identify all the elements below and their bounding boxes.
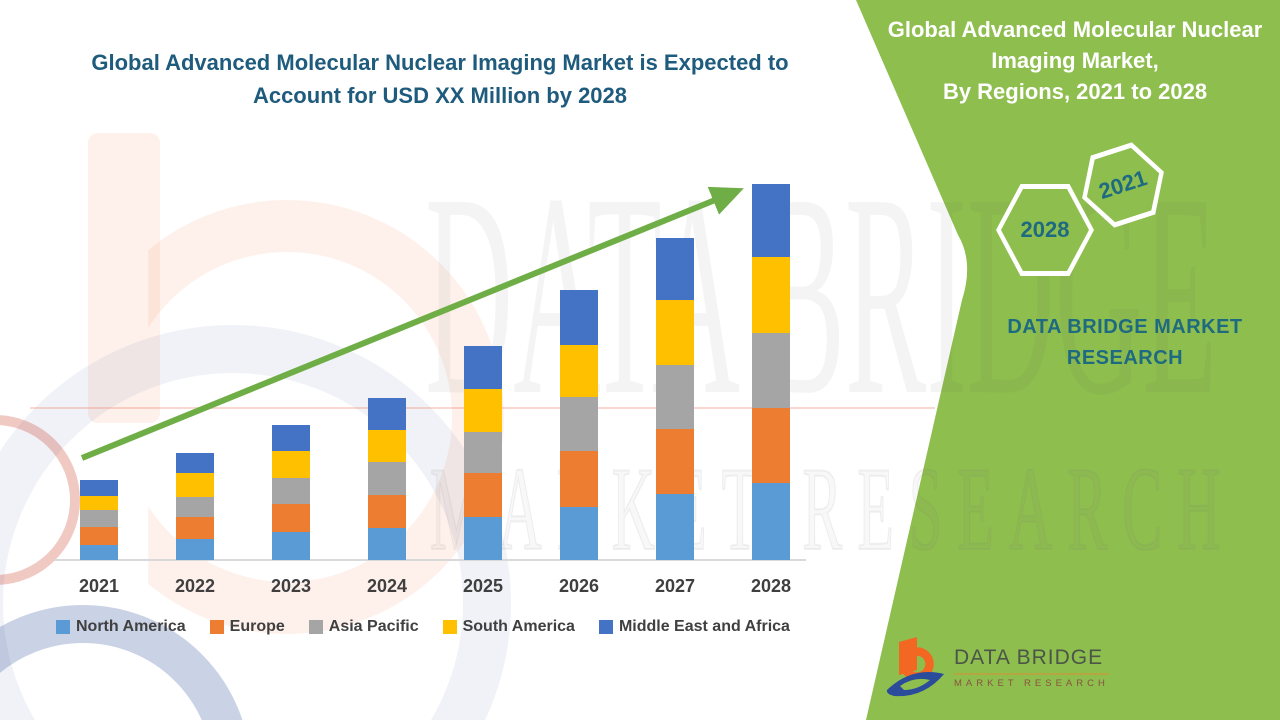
panel-title-line-3: By Regions, 2021 to 2028 [942,79,1208,104]
bar-segment-2024-asia-pacific [368,462,406,495]
bar-segment-2027-asia-pacific [656,365,694,429]
hexagon-2028: 2028 [996,184,1094,276]
company-logo-subtitle: MARKET RESEARCH [954,678,1109,689]
bar-segment-2022-europe [176,517,214,539]
company-logo-text: DATA BRIDGE MARKET RESEARCH [954,646,1109,689]
legend-swatch-north-america [56,620,70,634]
hexagon-2028-border: 2028 [996,184,1094,276]
bar-segment-2023-north-america [272,532,310,560]
bar-segment-2026-asia-pacific [560,397,598,451]
bar-2024 [368,398,406,560]
bar-segment-2026-south-america [560,345,598,397]
bar-segment-2025-europe [464,473,502,517]
bar-2023 [272,425,310,560]
bar-segment-2021-north-america [80,545,118,560]
bar-segment-2022-middle-east-and-africa [176,453,214,473]
bar-segment-2024-middle-east-and-africa [368,398,406,430]
legend-item-middle-east-and-africa: Middle East and Africa [598,618,790,636]
legend-item-asia-pacific: Asia Pacific [308,618,419,636]
x-axis-label-2022: 2022 [174,576,216,596]
legend-swatch-asia-pacific [308,620,323,634]
hexagon-2028-label: 2028 [1020,217,1070,242]
brand-name-line-1: DATA BRIDGE MARKET [1007,316,1243,338]
legend-label-middle-east-and-africa: Middle East and Africa [618,618,790,635]
bar-segment-2025-middle-east-and-africa [464,346,502,389]
x-axis-label-2021: 2021 [78,576,120,596]
panel-title-line-2: Imaging Market, [991,48,1159,73]
bar-2022 [176,453,214,560]
bar-segment-2025-north-america [464,517,502,560]
bar-segment-2027-south-america [656,300,694,365]
legend-item-europe: Europe [209,618,285,636]
x-axis-label-2023: 2023 [270,576,312,596]
legend-label-north-america: North America [76,618,186,635]
bar-segment-2028-south-america [752,257,790,333]
bar-segment-2026-north-america [560,507,598,560]
bar-segment-2026-middle-east-and-africa [560,290,598,345]
legend-swatch-south-america [442,620,457,634]
bar-segment-2023-middle-east-and-africa [272,425,310,451]
chart-title-line-2: Account for USD XX Million by 2028 [252,83,628,108]
x-axis-label-2028: 2028 [750,576,792,596]
legend-item-north-america: North America [56,618,186,636]
company-logo-mark-icon [886,637,944,697]
x-axis-line [54,559,806,561]
bar-segment-2022-south-america [176,473,214,497]
bar-segment-2023-asia-pacific [272,478,310,504]
bar-segment-2024-south-america [368,430,406,462]
chart-title: Global Advanced Molecular Nuclear Imagin… [40,46,840,112]
panel-title-line-1: Global Advanced Molecular Nuclear [887,17,1263,42]
bar-segment-2028-north-america [752,483,790,560]
bar-segment-2027-europe [656,429,694,494]
legend-label-europe: Europe [229,618,285,635]
bar-segment-2023-south-america [272,451,310,478]
bar-segment-2028-europe [752,408,790,483]
legend-label-asia-pacific: Asia Pacific [328,618,419,635]
bar-segment-2021-europe [80,527,118,545]
bar-segment-2024-north-america [368,528,406,560]
x-axis-label-2027: 2027 [654,576,696,596]
bar-segment-2027-middle-east-and-africa [656,238,694,300]
bar-2028 [752,184,790,560]
bar-segment-2022-asia-pacific [176,497,214,517]
x-axis-label-2024: 2024 [366,576,408,596]
bar-segment-2021-south-america [80,496,118,510]
bar-2027 [656,238,694,560]
legend-swatch-europe [209,620,224,634]
bar-segment-2024-europe [368,495,406,528]
company-logo: DATA BRIDGE MARKET RESEARCH [886,634,1109,702]
bar-segment-2025-asia-pacific [464,432,502,473]
bar-2026 [560,290,598,560]
legend-swatch-middle-east-and-africa [598,620,613,634]
brand-name-text: DATA BRIDGE MARKET RESEARCH [955,312,1280,374]
bar-segment-2028-middle-east-and-africa [752,184,790,257]
chart-legend: North America Europe Asia Pacific South Ame… [56,618,790,636]
bar-segment-2022-north-america [176,539,214,560]
legend-item-south-america: South America [442,618,575,636]
x-axis-label-2026: 2026 [558,576,600,596]
bar-segment-2028-asia-pacific [752,333,790,408]
bar-segment-2021-asia-pacific [80,510,118,527]
bar-segment-2021-middle-east-and-africa [80,480,118,496]
x-axis-label-2025: 2025 [462,576,504,596]
bar-segment-2027-north-america [656,494,694,560]
bar-segment-2026-europe [560,451,598,507]
bar-2025 [464,346,502,560]
bar-segment-2023-europe [272,504,310,532]
brand-name-line-2: RESEARCH [1066,347,1184,369]
panel-title: Global Advanced Molecular Nuclear Imagin… [880,14,1270,107]
bar-segment-2025-south-america [464,389,502,432]
company-logo-title: DATA BRIDGE [954,646,1109,675]
bar-2021 [80,480,118,560]
legend-label-south-america: South America [462,618,575,635]
chart-title-line-1: Global Advanced Molecular Nuclear Imagin… [91,50,789,75]
